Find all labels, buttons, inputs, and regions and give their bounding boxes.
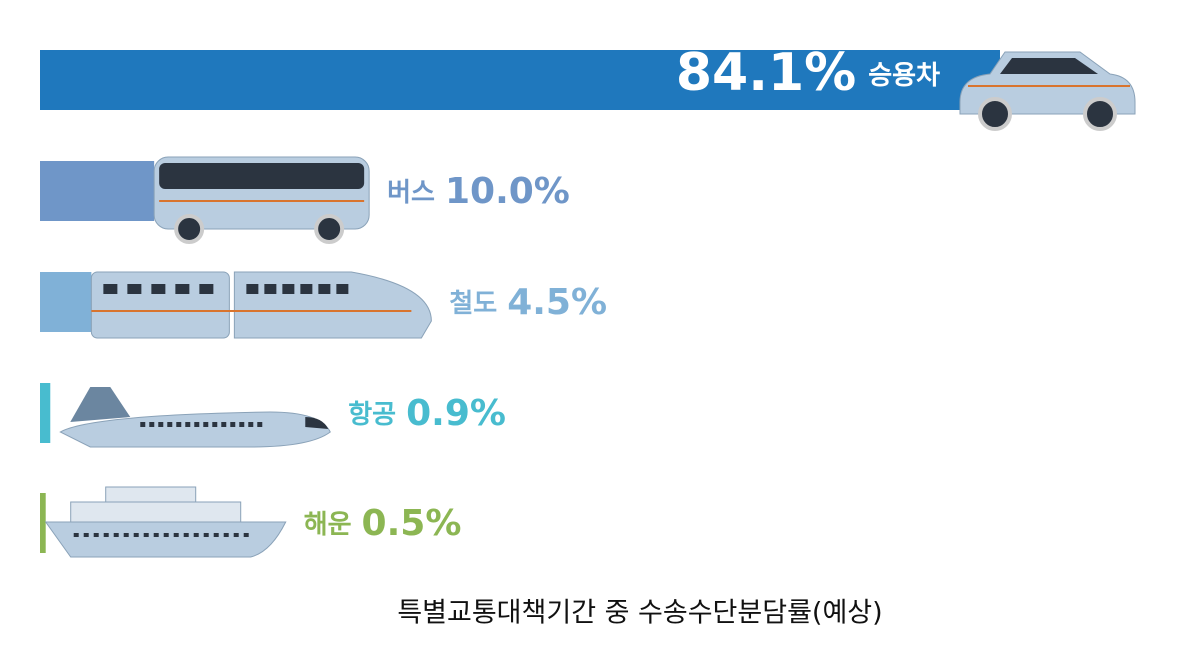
train-window [318,284,331,294]
plane-cockpit [305,417,329,429]
plane-tail [70,387,131,422]
train-window [246,284,259,294]
ship-hull [44,521,287,558]
category-label: 항공 [348,400,396,430]
ship-window [133,533,139,537]
plane-window [257,422,263,427]
ship-window [233,533,239,537]
ship-window [243,533,249,537]
plane-window [212,422,218,427]
wheel [1083,97,1117,131]
train-window [336,284,349,294]
vehicle-icon [959,51,1136,131]
vehicle-icon [59,387,331,448]
value-label: 10.0% [445,171,570,212]
train-window [282,284,295,294]
bus-window [159,163,365,189]
plane-window [149,422,155,427]
bar [40,161,155,221]
plane-window [158,422,164,427]
value-label: 4.5% [507,282,607,323]
ship-window [153,533,159,537]
bar-label: 해운 0.5% [304,503,462,544]
plane-body [59,411,331,448]
train-window [175,284,190,294]
ship-window [123,533,129,537]
train-nose [233,271,432,339]
value-label: 0.5% [362,503,462,544]
value-label: 84.1% [676,43,856,103]
vehicle-icon [90,271,432,339]
plane-window [140,422,146,427]
car-window [1000,58,1098,74]
plane-window [203,422,209,427]
ship-window [143,533,149,537]
bar [40,383,51,443]
car-body [959,51,1136,115]
ship-window [93,533,99,537]
ship-window [193,533,199,537]
ship-bridge [105,486,197,503]
train-window [103,284,118,294]
plane-window [221,422,227,427]
category-label: 해운 [304,510,352,540]
bar [40,50,1000,110]
ship-window [83,533,89,537]
train-window [264,284,277,294]
plane-window [176,422,182,427]
bar-label: 항공 0.9% [348,393,506,434]
plane-window [230,422,236,427]
vehicle-icon [153,156,370,244]
train-window [151,284,166,294]
bar [40,493,46,553]
chart-title: 특별교통대책기간 중 수송수단분담률(예상) [397,598,882,629]
wheel [978,97,1012,131]
plane-window [167,422,173,427]
ship-window [103,533,109,537]
ship-window [113,533,119,537]
train-window [199,284,214,294]
ship-window [203,533,209,537]
plane-window [194,422,200,427]
category-label: 버스 [387,178,435,208]
ship-window [163,533,169,537]
bar [40,272,92,332]
plane-window [248,422,254,427]
value-label: 0.9% [406,393,506,434]
ship-window [213,533,219,537]
bar-label: 84.1% 승용차 [676,43,940,103]
plane-window [239,422,245,427]
plane-window [185,422,191,427]
vehicle-icon [44,486,287,558]
wheel [174,214,205,244]
category-label: 철도 [449,289,497,319]
ship-window [173,533,179,537]
category-label: 승용차 [868,61,940,91]
ship-window [73,533,79,537]
wheel [314,214,345,244]
ship-window [223,533,229,537]
train-window [127,284,142,294]
ship-window [183,533,189,537]
train-car [90,271,230,339]
bar-label: 버스 10.0% [387,171,570,212]
bar-label: 철도 4.5% [449,282,607,323]
ship-deck [70,501,242,523]
train-window [300,284,313,294]
